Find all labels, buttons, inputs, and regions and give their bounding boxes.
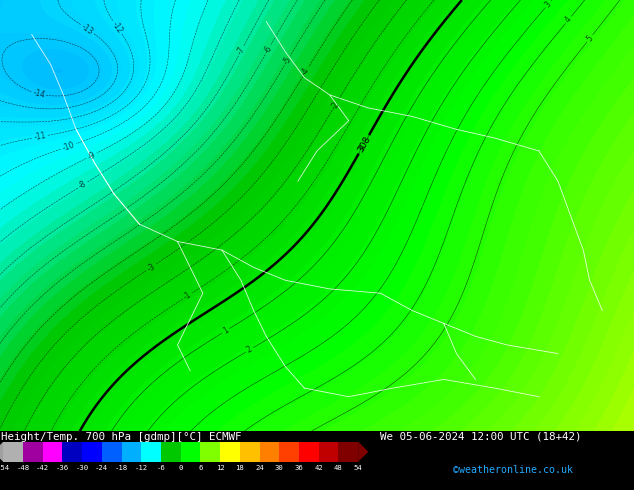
Text: -36: -36 bbox=[56, 466, 69, 471]
Text: -6: -6 bbox=[157, 466, 165, 471]
Text: -1: -1 bbox=[182, 290, 193, 302]
Text: 12: 12 bbox=[216, 466, 224, 471]
Text: ©weatheronline.co.uk: ©weatheronline.co.uk bbox=[453, 466, 573, 475]
Bar bbox=[319, 442, 339, 462]
Bar bbox=[62, 442, 82, 462]
Text: -5: -5 bbox=[281, 55, 293, 66]
Bar bbox=[280, 442, 299, 462]
Bar bbox=[161, 442, 181, 462]
Text: -14: -14 bbox=[32, 88, 46, 99]
Bar bbox=[299, 442, 319, 462]
Text: -48: -48 bbox=[16, 466, 29, 471]
Text: -42: -42 bbox=[36, 466, 49, 471]
Text: 48: 48 bbox=[334, 466, 343, 471]
Text: -12: -12 bbox=[134, 466, 148, 471]
Text: 3: 3 bbox=[543, 0, 553, 9]
Bar bbox=[240, 442, 259, 462]
Text: -7: -7 bbox=[235, 45, 247, 56]
Bar bbox=[42, 442, 62, 462]
Bar bbox=[3, 442, 23, 462]
Text: -6: -6 bbox=[262, 44, 274, 55]
Bar bbox=[259, 442, 280, 462]
Text: -18: -18 bbox=[115, 466, 128, 471]
Text: 4: 4 bbox=[564, 15, 574, 24]
Polygon shape bbox=[0, 442, 3, 462]
Bar bbox=[102, 442, 122, 462]
Polygon shape bbox=[358, 442, 368, 462]
Text: -3: -3 bbox=[145, 262, 157, 273]
Text: 36: 36 bbox=[295, 466, 304, 471]
Bar bbox=[181, 442, 200, 462]
Text: 30: 30 bbox=[275, 466, 283, 471]
Text: -8: -8 bbox=[77, 179, 88, 191]
Text: 6: 6 bbox=[198, 466, 203, 471]
Text: 2: 2 bbox=[245, 345, 254, 355]
Text: 42: 42 bbox=[314, 466, 323, 471]
Text: -13: -13 bbox=[80, 22, 95, 36]
Text: -4: -4 bbox=[300, 66, 312, 77]
Text: 5: 5 bbox=[585, 34, 595, 43]
Bar bbox=[122, 442, 141, 462]
Text: -12: -12 bbox=[110, 20, 124, 35]
Text: 1: 1 bbox=[221, 326, 230, 336]
Bar bbox=[82, 442, 102, 462]
Text: -54: -54 bbox=[0, 466, 10, 471]
Bar bbox=[200, 442, 220, 462]
Text: -24: -24 bbox=[95, 466, 108, 471]
Text: -2: -2 bbox=[330, 99, 341, 111]
Text: 308: 308 bbox=[356, 135, 372, 154]
Text: Height/Temp. 700 hPa [gdmp][°C] ECMWF: Height/Temp. 700 hPa [gdmp][°C] ECMWF bbox=[1, 432, 242, 442]
Text: 0: 0 bbox=[179, 466, 183, 471]
Text: We 05-06-2024 12:00 UTC (18+42): We 05-06-2024 12:00 UTC (18+42) bbox=[380, 432, 582, 442]
Text: 0: 0 bbox=[357, 143, 367, 151]
Text: -9: -9 bbox=[86, 150, 97, 161]
Bar bbox=[141, 442, 161, 462]
Text: -30: -30 bbox=[75, 466, 89, 471]
Bar bbox=[220, 442, 240, 462]
Bar bbox=[23, 442, 42, 462]
Text: -11: -11 bbox=[33, 131, 46, 143]
Text: 54: 54 bbox=[354, 466, 363, 471]
Bar bbox=[339, 442, 358, 462]
Text: 18: 18 bbox=[235, 466, 244, 471]
Text: 24: 24 bbox=[256, 466, 264, 471]
Text: -10: -10 bbox=[61, 140, 75, 153]
